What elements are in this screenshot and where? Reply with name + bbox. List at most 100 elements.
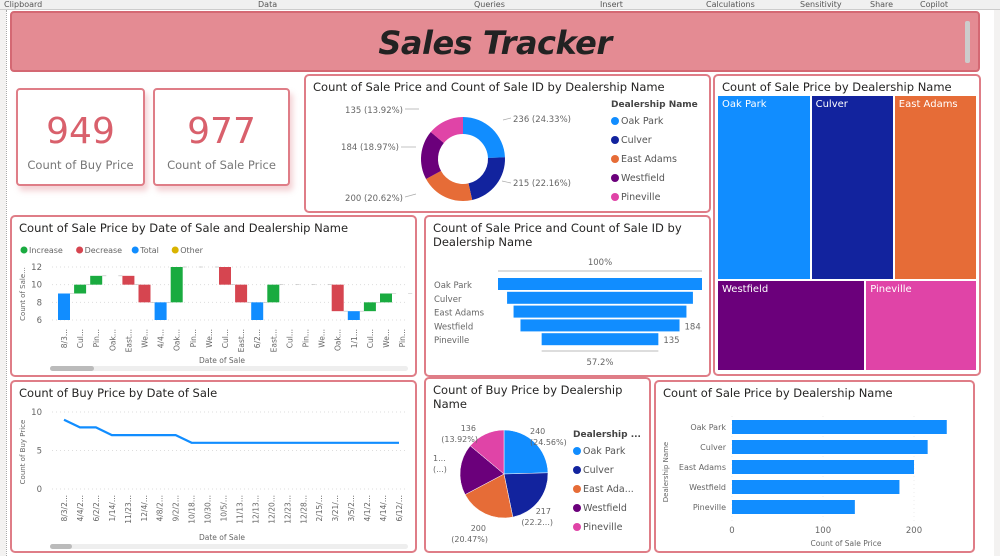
bar bbox=[732, 460, 914, 474]
x-tick-label: Oak... bbox=[334, 329, 343, 351]
legend-dot bbox=[131, 246, 139, 254]
x-tick-label: 1/1... bbox=[350, 329, 359, 348]
leader-line bbox=[501, 180, 512, 184]
x-tick-label: 6/12/... bbox=[395, 495, 404, 522]
data-label: 215 (22.16%) bbox=[513, 179, 571, 189]
legend-dot bbox=[573, 485, 581, 493]
data-label: 217 bbox=[536, 507, 551, 516]
y-tick-label: 8 bbox=[37, 298, 42, 308]
ribbon-insert[interactable]: Insert bbox=[600, 0, 623, 9]
x-tick-label: Cul... bbox=[285, 329, 294, 348]
treemap-tile-culver[interactable]: Culver bbox=[811, 96, 895, 281]
y-tick-label: 10 bbox=[31, 408, 42, 418]
x-tick-label: 4/14/... bbox=[379, 495, 388, 522]
waterfall-chart-panel[interactable]: Count of Sale Price by Date of Sale and … bbox=[10, 215, 417, 377]
x-tick-label: 3/5/2... bbox=[347, 495, 356, 522]
waterfall-bar bbox=[219, 267, 231, 285]
horizontal-scrollbar bbox=[50, 366, 408, 371]
funnel-category-label: East Adams bbox=[434, 309, 485, 319]
funnel-data-label: 184 bbox=[685, 322, 701, 332]
legend-dot bbox=[20, 246, 28, 254]
funnel-category-label: Oak Park bbox=[434, 281, 472, 291]
legend-title: Dealership Name bbox=[611, 100, 698, 110]
funnel-bar bbox=[541, 333, 659, 346]
waterfall-chart: Increase Decrease Total Other 6 8 10 12 Count of… bbox=[19, 246, 413, 371]
waterfall-bar bbox=[154, 302, 167, 320]
pie-slice-culver bbox=[503, 472, 549, 518]
ribbon-sensitivity[interactable]: Sensitivity bbox=[800, 0, 842, 9]
y-tick-label: Pineville bbox=[693, 503, 726, 512]
bar bbox=[732, 500, 855, 514]
legend-item-oak-park: Oak Park bbox=[621, 116, 664, 127]
ribbon-copilot[interactable]: Copilot bbox=[920, 0, 949, 9]
chart-title: Count of Sale Price by Dealership Name bbox=[722, 80, 952, 94]
y-tick-label: East Adams bbox=[679, 463, 726, 472]
legend-item-culver: Culver bbox=[583, 465, 614, 476]
waterfall-bar bbox=[170, 267, 183, 303]
data-label: 135 (13.92%) bbox=[345, 106, 403, 116]
donut-slice-pineville bbox=[430, 117, 463, 143]
y-axis-label: Count of Buy Price bbox=[19, 420, 27, 485]
x-tick-label: 2/15/... bbox=[315, 495, 324, 522]
legend-item-westfield: Westfield bbox=[583, 503, 627, 514]
ribbon-share[interactable]: Share bbox=[870, 0, 894, 9]
donut-chart-panel[interactable]: Count of Sale Price and Count of Sale ID… bbox=[304, 74, 711, 213]
y-tick-label: Westfield bbox=[689, 483, 726, 492]
x-tick-label: 1/14/... bbox=[108, 495, 117, 522]
treemap-panel[interactable]: Count of Sale Price by Dealership Name O… bbox=[713, 74, 981, 376]
funnel-data-label: 135 bbox=[663, 336, 679, 346]
y-tick-label: 10 bbox=[31, 281, 42, 291]
x-tick-label: 11/23... bbox=[124, 495, 133, 524]
kpi-card-buy[interactable]: 949 Count of Buy Price bbox=[16, 88, 145, 186]
kpi-card-sale[interactable]: 977 Count of Sale Price bbox=[153, 88, 290, 186]
treemap-tile-oak-park[interactable]: Oak Park bbox=[718, 96, 812, 281]
scrollbar-thumb bbox=[50, 544, 72, 549]
legend-item-east-adams: East Adams bbox=[621, 154, 677, 165]
funnel-category-label: Culver bbox=[434, 295, 462, 305]
waterfall-bar bbox=[138, 284, 151, 303]
legend-dot bbox=[573, 523, 581, 531]
bar-chart-panel[interactable]: Count of Sale Price by Dealership Name 0… bbox=[654, 380, 975, 553]
x-tick-label: 4/8/2... bbox=[156, 495, 165, 522]
pie-slice-westfield bbox=[459, 445, 505, 495]
x-tick-label: 12/23... bbox=[283, 495, 292, 524]
legend-dot bbox=[611, 193, 619, 201]
chart-title: Count of Sale Price and Count of Sale ID… bbox=[313, 80, 665, 94]
donut-slice-westfield bbox=[421, 132, 444, 179]
pie-chart-panel[interactable]: Count of Buy Price by Dealership Name 24… bbox=[424, 377, 651, 553]
ribbon-clipboard[interactable]: Clipboard bbox=[4, 0, 43, 9]
funnel-chart-panel[interactable]: Count of Sale Price and Count of Sale ID… bbox=[424, 215, 711, 377]
ribbon-data[interactable]: Data bbox=[258, 0, 278, 9]
waterfall-bar bbox=[122, 275, 135, 285]
treemap-tile-pineville[interactable]: Pineville bbox=[866, 280, 978, 372]
legend-item-pineville: Pineville bbox=[583, 522, 623, 533]
data-label: 200 bbox=[471, 524, 486, 533]
legend-item-decrease: Decrease bbox=[85, 246, 123, 255]
legend-item-total: Total bbox=[139, 246, 159, 255]
data-label: 184 (18.97%) bbox=[341, 143, 399, 153]
legend-dot bbox=[573, 447, 581, 455]
treemap-tile-east-adams[interactable]: East Adams bbox=[894, 96, 978, 281]
bar bbox=[732, 440, 928, 454]
legend-dot bbox=[573, 504, 581, 512]
funnel-bar bbox=[507, 291, 693, 304]
legend-item-westfield: Westfield bbox=[621, 173, 665, 184]
line-chart-panel[interactable]: Count of Buy Price by Date of Sale 0 5 10 C… bbox=[10, 380, 417, 553]
ribbon-queries[interactable]: Queries bbox=[474, 0, 505, 9]
chart-title: Count of Buy Price by Dealership Name bbox=[433, 383, 623, 411]
x-tick-label: 12/20... bbox=[267, 495, 276, 524]
kpi-label: Count of Buy Price bbox=[27, 158, 134, 172]
treemap-tile-westfield[interactable]: Westfield bbox=[718, 280, 867, 372]
ribbon-calculations[interactable]: Calculations bbox=[706, 0, 755, 9]
y-axis-label: Count of Sale... bbox=[19, 267, 27, 321]
scrollbar[interactable] bbox=[965, 21, 970, 63]
line-chart: 0 5 10 Count of Buy Price 8/3/2... 4/4/2... 6/… bbox=[19, 408, 408, 549]
bar bbox=[732, 420, 947, 434]
x-tick-label: 4/4... bbox=[157, 329, 166, 348]
waterfall-bar bbox=[90, 275, 103, 285]
horizontal-scrollbar bbox=[50, 544, 408, 549]
x-tick-label: 10/18... bbox=[188, 495, 197, 524]
x-tick-label: 6/2... bbox=[253, 329, 262, 348]
x-tick-label: 12/13... bbox=[251, 495, 260, 524]
legend-item-oak-park: Oak Park bbox=[583, 446, 626, 457]
